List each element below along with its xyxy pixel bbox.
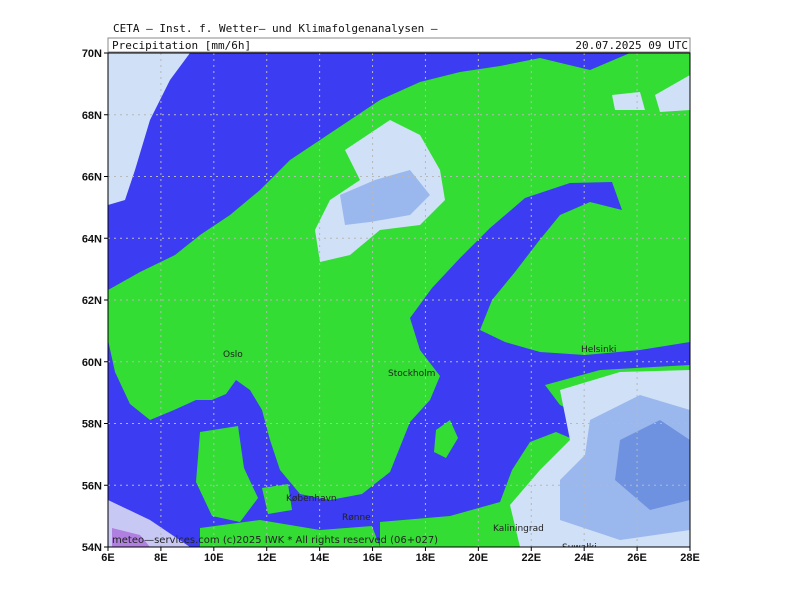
city-label: Helsinki xyxy=(581,345,616,355)
lon-label: 22E xyxy=(521,552,541,564)
footer: meteo—services.com (c)2025 IWK * All rig… xyxy=(112,535,438,546)
valid-time: 20.07.2025 09 UTC xyxy=(575,39,688,52)
land-denmark xyxy=(196,426,292,522)
lat-label: 70N xyxy=(82,48,102,60)
lat-label: 66N xyxy=(82,172,102,184)
city-label: Rønne xyxy=(342,513,371,523)
lat-label: 56N xyxy=(82,480,102,492)
city-label: Suwałki xyxy=(562,543,597,553)
lon-label: 10E xyxy=(204,552,224,564)
land-germany xyxy=(200,520,380,547)
graticule xyxy=(108,53,690,547)
precip-lapland-core xyxy=(340,170,430,225)
lon-label: 12E xyxy=(257,552,277,564)
lon-label: 14E xyxy=(310,552,330,564)
lat-label: 58N xyxy=(82,419,102,431)
lat-label: 60N xyxy=(82,357,102,369)
lat-label: 64N xyxy=(82,233,102,245)
header-box xyxy=(107,37,691,53)
lat-label: 54N xyxy=(82,542,102,554)
map: Oslo Stockholm Helsinki København Rønne … xyxy=(108,53,690,553)
city-label: København xyxy=(286,494,337,504)
land-gotland xyxy=(434,420,458,458)
city-label: Kaliningrad xyxy=(493,524,544,534)
lat-label: 68N xyxy=(82,110,102,122)
field-title: Precipitation [mm/6h] xyxy=(112,39,251,52)
lon-label: 8E xyxy=(154,552,167,564)
precip-east-max xyxy=(615,420,690,510)
precip-norwegian-sea xyxy=(108,53,190,205)
lon-label: 6E xyxy=(101,552,114,564)
lon-label: 20E xyxy=(469,552,489,564)
lon-label: 24E xyxy=(574,552,594,564)
land-scandinavia xyxy=(108,53,690,500)
lat-label: 62N xyxy=(82,295,102,307)
city-label: Stockholm xyxy=(388,369,435,379)
lon-label: 18E xyxy=(416,552,436,564)
precip-southwest-core xyxy=(112,528,150,547)
city-label: Oslo xyxy=(223,350,243,360)
precip-northeast xyxy=(612,75,690,112)
institute-title: CETA — Inst. f. Wetter— und Klimafolgena… xyxy=(113,22,438,35)
lon-label: 26E xyxy=(627,552,647,564)
lon-label: 28E xyxy=(680,552,700,564)
lon-label: 16E xyxy=(363,552,383,564)
